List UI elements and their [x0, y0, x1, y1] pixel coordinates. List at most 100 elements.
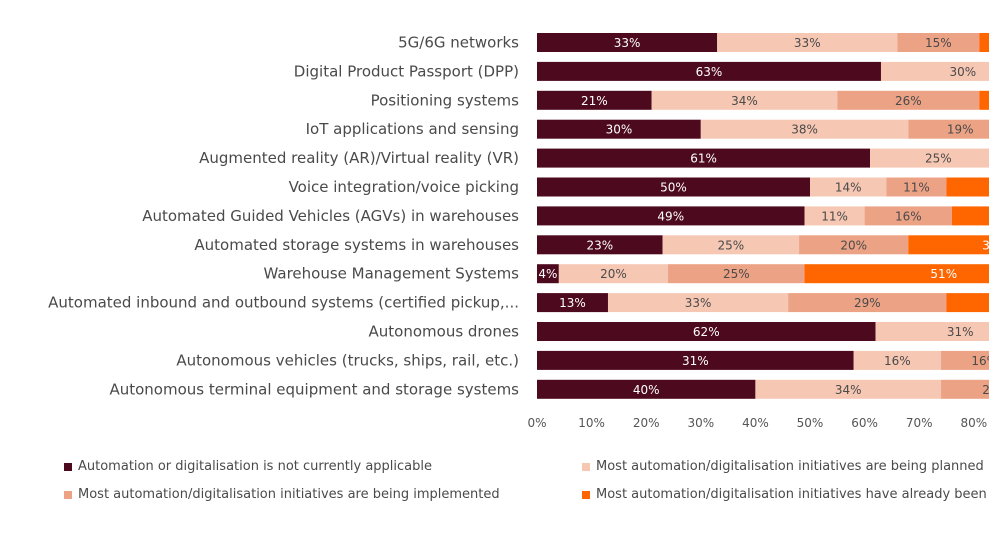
bar-planned-5g-6g-networks — [717, 33, 898, 52]
data-label: 63% — [696, 65, 723, 79]
bar-implemented-autonomous-terminal-equipment-and-storage-systems — [941, 379, 989, 399]
data-label: 30% — [606, 123, 633, 137]
data-label: 34% — [731, 94, 758, 108]
bar-implemented-voice-integration-voice-picking — [886, 177, 947, 197]
bar-not-applicable-iot-applications-and-sensing — [537, 119, 701, 139]
data-label: 33% — [794, 36, 821, 50]
data-label: 20% — [840, 238, 867, 252]
bar-implemented-autonomous-vehicles-trucks-ships-rail-etc — [941, 350, 989, 370]
data-label: 30% — [950, 65, 977, 79]
bar-already-been-5g-6g-networks — [979, 33, 989, 52]
data-label: 14% — [835, 181, 862, 195]
bar-not-applicable-automated-storage-systems-in-warehouses — [537, 235, 663, 255]
category-label: Autonomous terminal equipment and storag… — [109, 380, 519, 398]
bar-not-applicable-autonomous-drones — [537, 322, 876, 341]
bar-planned-iot-applications-and-sensing — [700, 119, 909, 139]
bar-not-applicable-5g-6g-networks — [537, 33, 718, 52]
data-label: 15% — [925, 36, 952, 50]
data-label: 49% — [657, 209, 684, 223]
bar-planned-autonomous-vehicles-trucks-ships-rail-etc — [853, 350, 942, 370]
bar-implemented-5g-6g-networks — [897, 33, 980, 52]
data-label: 16% — [971, 354, 989, 368]
bar-not-applicable-positioning-systems — [537, 90, 652, 110]
data-label: 4% — [538, 267, 557, 281]
data-label: 25% — [723, 267, 750, 281]
bar-not-applicable-warehouse-management-systems — [537, 264, 559, 284]
bar-planned-autonomous-drones — [875, 322, 989, 341]
category-label: Autonomous vehicles (trucks, ships, rail… — [176, 351, 519, 369]
bar-planned-automated-inbound-and-outbound-systems-certified-pickup — [607, 293, 789, 313]
category-label: Warehouse Management Systems — [264, 265, 520, 283]
data-label: 38% — [791, 123, 818, 137]
x-tick-label: 20% — [633, 416, 660, 430]
category-label: Automated storage systems in warehouses — [194, 236, 519, 254]
bar-implemented-automated-inbound-and-outbound-systems-certified-pickup — [788, 293, 947, 313]
x-axis-ticks: 0% 10% 20% 30% 40% 50% 60% 70% 80% — [527, 416, 987, 430]
data-label: 19% — [947, 123, 974, 137]
data-label: 33% — [614, 36, 641, 50]
data-label: 16% — [895, 209, 922, 223]
data-label: 31% — [682, 354, 709, 368]
bar-already-been-automated-inbound-and-outbound-systems-certified-pickup — [946, 293, 989, 313]
data-label: 20% — [982, 383, 989, 397]
category-label: Digital Product Passport (DPP) — [294, 62, 519, 80]
data-label: 29% — [854, 296, 881, 310]
category-label: Voice integration/voice picking — [289, 178, 519, 196]
data-label: 13% — [559, 296, 586, 310]
bar-planned-warehouse-management-systems — [558, 264, 669, 284]
x-tick-label: 80% — [960, 416, 987, 430]
category-label: Augmented reality (AR)/Virtual reality (… — [199, 149, 519, 167]
x-tick-label: 60% — [851, 416, 878, 430]
data-label: 62% — [693, 325, 720, 339]
bar-not-applicable-voice-integration-voice-picking — [537, 177, 810, 197]
bar-already-been-automated-guided-vehicles-agvs-in-warehouses — [951, 206, 989, 226]
category-label: IoT applications and sensing — [306, 120, 519, 138]
bar-already-been-positioning-systems — [979, 90, 989, 110]
bar-not-applicable-autonomous-terminal-equipment-and-storage-systems — [537, 379, 756, 399]
bar-already-been-automated-storage-systems-in-warehouses — [908, 235, 989, 255]
x-tick-label: 50% — [797, 416, 824, 430]
data-label: 61% — [690, 152, 717, 166]
bar-not-applicable-automated-guided-vehicles-agvs-in-warehouses — [537, 206, 805, 226]
bar-implemented-automated-storage-systems-in-warehouses — [799, 235, 909, 255]
data-label: 21% — [581, 94, 608, 108]
bars-group: 33%33%15%19%63%30%3%4%21%34%26%19%30%38%… — [537, 33, 989, 399]
bar-planned-augmented-reality-ar-virtual-reality-vr — [870, 148, 989, 168]
bar-not-applicable-digital-product-passport-dpp — [537, 61, 881, 81]
data-label: 25% — [925, 152, 952, 166]
data-label: 32% — [982, 238, 989, 252]
x-tick-label: 30% — [687, 416, 714, 430]
bar-planned-automated-storage-systems-in-warehouses — [662, 235, 800, 255]
category-label: Automated inbound and outbound systems (… — [48, 294, 519, 312]
data-label: 11% — [821, 209, 848, 223]
category-label: Autonomous drones — [369, 323, 520, 341]
category-labels: 5G/6G networks Digital Product Passport (… — [48, 34, 519, 399]
bar-planned-positioning-systems — [651, 90, 838, 110]
x-tick-label: 10% — [578, 416, 605, 430]
x-tick-label: 70% — [906, 416, 933, 430]
data-label: 11% — [903, 181, 930, 195]
bar-not-applicable-autonomous-vehicles-trucks-ships-rail-etc — [537, 350, 854, 370]
bar-already-been-warehouse-management-systems — [804, 264, 989, 284]
bar-planned-automated-guided-vehicles-agvs-in-warehouses — [804, 206, 865, 226]
data-label: 40% — [633, 383, 660, 397]
bar-implemented-iot-applications-and-sensing — [908, 119, 989, 139]
bar-already-been-voice-integration-voice-picking — [946, 177, 989, 197]
bar-planned-digital-product-passport-dpp — [880, 61, 989, 81]
data-label: 23% — [586, 238, 613, 252]
bar-not-applicable-augmented-reality-ar-virtual-reality-vr — [537, 148, 871, 168]
data-label: 51% — [930, 267, 957, 281]
category-label: 5G/6G networks — [398, 34, 519, 52]
data-label: 20% — [600, 267, 627, 281]
bar-planned-autonomous-terminal-equipment-and-storage-systems — [755, 379, 942, 399]
bar-planned-voice-integration-voice-picking — [810, 177, 887, 197]
data-label: 34% — [835, 383, 862, 397]
category-label: Automated Guided Vehicles (AGVs) in ware… — [142, 207, 519, 225]
data-label: 25% — [717, 238, 744, 252]
data-label: 26% — [895, 94, 922, 108]
data-label: 50% — [660, 181, 687, 195]
bar-implemented-positioning-systems — [837, 90, 980, 110]
x-tick-label: 0% — [527, 416, 546, 430]
bar-implemented-warehouse-management-systems — [668, 264, 805, 284]
x-tick-label: 40% — [742, 416, 769, 430]
